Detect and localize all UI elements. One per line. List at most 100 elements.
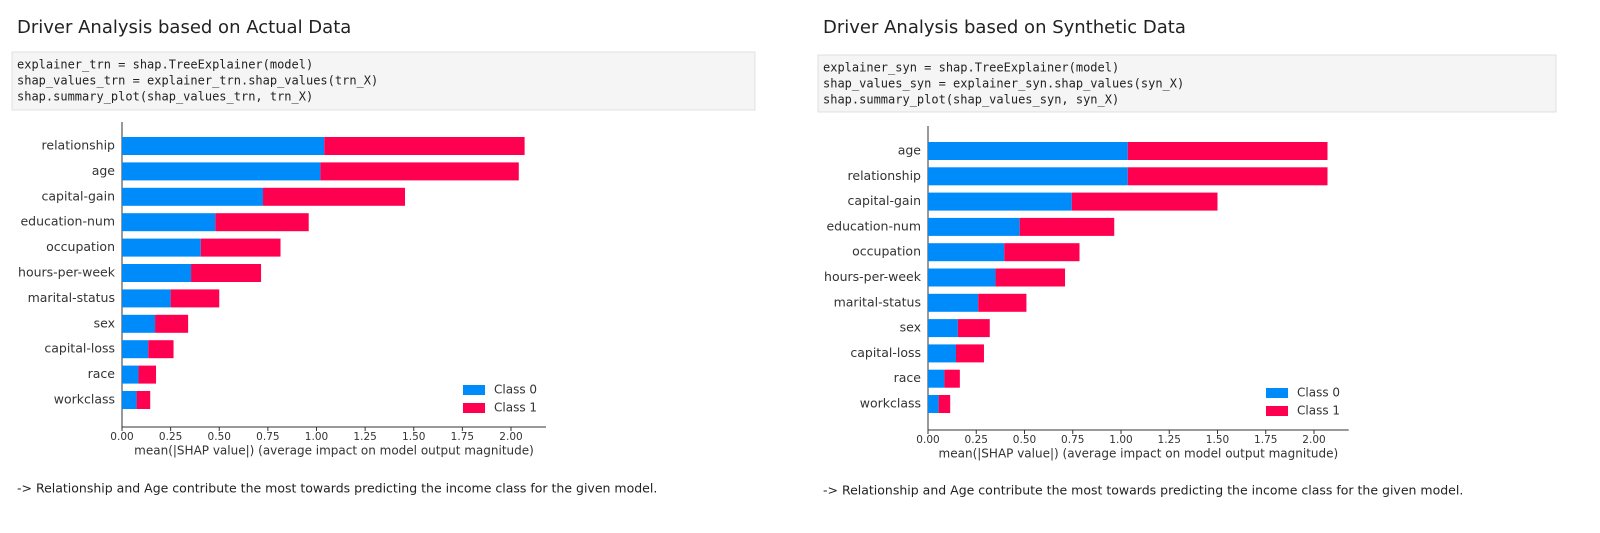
bar-segment [978, 293, 1027, 312]
category-label: sex [900, 320, 921, 335]
x-axis-label: mean(|SHAP value|) (average impact on mo… [134, 444, 534, 458]
bar-segment [1127, 167, 1328, 186]
bar-segment [928, 344, 956, 363]
bar-segment [215, 213, 309, 232]
legend-swatch [463, 403, 485, 413]
code-line: shap.summary_plot(shap_values_syn, syn_X… [823, 93, 1119, 107]
bar-segment [955, 344, 984, 363]
bar-segment [122, 289, 171, 308]
x-tick-label: 2.00 [499, 431, 522, 443]
legend-swatch [1266, 406, 1288, 416]
category-label: capital-gain [848, 193, 921, 208]
x-tick-label: 1.25 [1158, 434, 1181, 446]
x-tick-label: 0.25 [159, 431, 182, 443]
x-tick-label: 0.25 [965, 434, 988, 446]
code-line: shap_values_syn = explainer_syn.shap_val… [823, 77, 1184, 91]
code-cell [11, 51, 756, 111]
x-tick-label: 1.25 [353, 431, 376, 443]
category-label: education-num [20, 214, 115, 229]
bar-segment [928, 319, 958, 338]
bar-segment [928, 167, 1128, 186]
bar-segment [122, 391, 137, 409]
bar-segment [928, 395, 939, 413]
bar-segment [928, 369, 945, 388]
legend-swatch [463, 385, 485, 395]
category-label: workclass [860, 396, 921, 411]
note: -> Relationship and Age contribute the m… [823, 483, 1463, 498]
category-label: workclass [54, 392, 115, 407]
x-tick-label: 1.75 [1254, 434, 1277, 446]
legend-label: Class 0 [1297, 386, 1340, 400]
bar-segment [928, 293, 979, 312]
bar-segment [122, 213, 216, 232]
x-tick-label: 0.50 [208, 431, 231, 443]
category-label: marital-status [834, 294, 921, 309]
bar-segment [957, 319, 990, 338]
category-label: capital-gain [42, 188, 115, 203]
category-label: education-num [826, 218, 921, 233]
bar-segment [170, 289, 220, 308]
bar-segment [122, 314, 156, 333]
bar-segment [155, 314, 189, 333]
bar-segment [263, 187, 405, 206]
code-cell [817, 54, 1557, 113]
category-label: relationship [42, 138, 116, 153]
bar-segment [938, 395, 951, 413]
bar-segment [122, 187, 264, 206]
code-line: explainer_syn = shap.TreeExplainer(model… [823, 61, 1119, 75]
category-label: hours-per-week [824, 269, 922, 284]
category-label: occupation [852, 244, 921, 259]
bar-segment [928, 142, 1128, 160]
bar-segment [928, 243, 1005, 262]
bar-segment [122, 137, 325, 155]
bar-segment [148, 340, 174, 359]
note: -> Relationship and Age contribute the m… [17, 481, 657, 496]
bar-segment [1127, 142, 1328, 160]
category-label: race [894, 370, 922, 385]
x-tick-label: 0.00 [110, 431, 133, 443]
bar-segment [200, 238, 281, 257]
bar-segment [122, 340, 149, 359]
bar-segment [320, 162, 519, 181]
x-tick-label: 2.00 [1302, 434, 1325, 446]
legend-label: Class 0 [494, 383, 537, 397]
bar-segment [122, 264, 192, 282]
category-label: sex [94, 315, 115, 330]
bar-segment [1071, 192, 1218, 211]
category-label: race [88, 366, 116, 381]
x-axis-label: mean(|SHAP value|) (average impact on mo… [939, 447, 1339, 461]
category-label: hours-per-week [18, 265, 116, 280]
x-tick-label: 1.00 [1109, 434, 1132, 446]
bar-segment [928, 192, 1072, 211]
bar-segment [138, 365, 157, 384]
category-label: age [92, 163, 116, 178]
category-label: marital-status [28, 290, 115, 305]
section-title: Driver Analysis based on Synthetic Data [823, 17, 1186, 38]
section-title: Driver Analysis based on Actual Data [17, 17, 351, 38]
code-line: shap.summary_plot(shap_values_trn, trn_X… [17, 90, 313, 104]
legend-label: Class 1 [494, 401, 537, 415]
x-tick-label: 1.50 [1206, 434, 1229, 446]
bar-segment [122, 238, 201, 257]
bar-segment [324, 137, 525, 155]
x-tick-label: 1.00 [305, 431, 328, 443]
bar-segment [122, 365, 139, 384]
x-tick-label: 0.00 [916, 434, 939, 446]
legend-label: Class 1 [1297, 404, 1340, 418]
code-line: shap_values_trn = explainer_trn.shap_val… [17, 74, 378, 88]
x-tick-label: 1.50 [402, 431, 425, 443]
bar-segment [1019, 217, 1115, 236]
bar-segment [136, 391, 151, 409]
x-tick-label: 0.75 [1061, 434, 1084, 446]
bar-segment [1004, 243, 1080, 262]
bar-segment [191, 264, 262, 282]
bar-segment [928, 268, 996, 287]
x-tick-label: 0.50 [1013, 434, 1036, 446]
category-label: capital-loss [850, 345, 921, 360]
code-line: explainer_trn = shap.TreeExplainer(model… [17, 58, 313, 72]
bar-segment [928, 217, 1020, 236]
category-label: age [898, 143, 922, 158]
category-label: relationship [848, 168, 922, 183]
